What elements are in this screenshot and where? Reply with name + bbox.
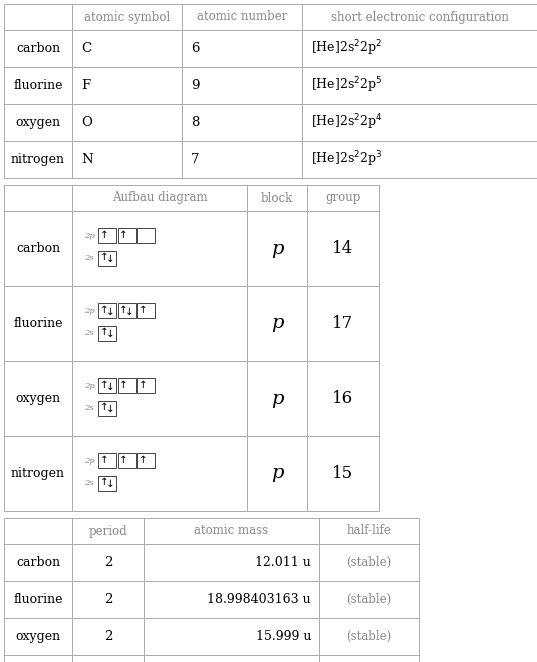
Bar xyxy=(98,303,116,318)
Text: ↑: ↑ xyxy=(100,327,108,337)
Text: 15.999 u: 15.999 u xyxy=(256,630,311,643)
Text: 2s: 2s xyxy=(84,404,93,412)
Text: p: p xyxy=(271,389,283,408)
Text: 15: 15 xyxy=(332,465,353,482)
Bar xyxy=(98,453,116,468)
Text: oxygen: oxygen xyxy=(16,116,61,129)
Text: (stable): (stable) xyxy=(346,630,391,643)
Text: C: C xyxy=(81,42,91,55)
Text: p: p xyxy=(271,314,283,332)
Bar xyxy=(98,378,116,393)
Text: ↑: ↑ xyxy=(100,402,108,412)
Text: carbon: carbon xyxy=(16,242,60,255)
Text: 2p: 2p xyxy=(84,232,95,240)
Text: [He]2s$^{2}$2p$^{5}$: [He]2s$^{2}$2p$^{5}$ xyxy=(311,75,382,95)
Text: ↑: ↑ xyxy=(100,477,108,487)
Bar xyxy=(4,518,419,662)
Bar xyxy=(98,476,116,491)
Text: O: O xyxy=(81,116,92,129)
Text: nitrogen: nitrogen xyxy=(11,153,65,166)
Text: 2: 2 xyxy=(104,630,112,643)
Text: 2s: 2s xyxy=(84,254,93,262)
Text: ↓: ↓ xyxy=(106,329,114,339)
Text: p: p xyxy=(271,240,283,258)
Text: ↓: ↓ xyxy=(106,479,114,489)
Text: ↑: ↑ xyxy=(100,230,108,240)
Bar xyxy=(4,185,379,511)
Bar xyxy=(98,401,116,416)
Text: atomic number: atomic number xyxy=(197,11,287,23)
Bar xyxy=(137,228,155,243)
Text: Aufbau diagram: Aufbau diagram xyxy=(112,191,207,205)
Text: [He]2s$^{2}$2p$^{4}$: [He]2s$^{2}$2p$^{4}$ xyxy=(311,113,382,132)
Text: p: p xyxy=(271,465,283,483)
Text: ↑: ↑ xyxy=(119,455,128,465)
Text: 12.011 u: 12.011 u xyxy=(255,556,311,569)
Text: 14: 14 xyxy=(332,240,354,257)
Text: 7: 7 xyxy=(191,153,200,166)
Bar xyxy=(118,228,135,243)
Bar xyxy=(137,453,155,468)
Text: [He]2s$^{2}$2p$^{2}$: [He]2s$^{2}$2p$^{2}$ xyxy=(311,38,382,58)
Text: ↓: ↓ xyxy=(106,382,114,392)
Text: ↓: ↓ xyxy=(106,254,114,264)
Bar xyxy=(98,251,116,265)
Text: (stable): (stable) xyxy=(346,593,391,606)
Text: ↑: ↑ xyxy=(119,305,128,314)
Text: atomic symbol: atomic symbol xyxy=(84,11,170,23)
Text: ↑: ↑ xyxy=(100,380,108,390)
Text: 2: 2 xyxy=(104,593,112,606)
Text: ↑: ↑ xyxy=(100,455,108,465)
Text: 18.998403163 u: 18.998403163 u xyxy=(207,593,311,606)
Bar xyxy=(118,303,135,318)
Bar xyxy=(118,378,135,393)
Bar xyxy=(98,228,116,243)
Bar xyxy=(118,453,135,468)
Bar xyxy=(137,303,155,318)
Text: carbon: carbon xyxy=(16,556,60,569)
Bar xyxy=(4,4,537,178)
Text: ↑: ↑ xyxy=(139,380,147,390)
Text: 9: 9 xyxy=(191,79,200,92)
Text: N: N xyxy=(81,153,92,166)
Text: group: group xyxy=(325,191,361,205)
Text: 8: 8 xyxy=(191,116,199,129)
Text: ↑: ↑ xyxy=(100,252,108,262)
Text: ↑: ↑ xyxy=(139,455,147,465)
Text: oxygen: oxygen xyxy=(16,392,61,405)
Text: block: block xyxy=(261,191,293,205)
Bar xyxy=(98,326,116,341)
Text: 6: 6 xyxy=(191,42,200,55)
Text: carbon: carbon xyxy=(16,42,60,55)
Text: 2p: 2p xyxy=(84,382,95,390)
Text: ↓: ↓ xyxy=(106,404,114,414)
Text: half-life: half-life xyxy=(346,524,391,538)
Text: period: period xyxy=(89,524,127,538)
Text: ↑: ↑ xyxy=(119,230,128,240)
Text: ↓: ↓ xyxy=(106,307,114,316)
Text: atomic mass: atomic mass xyxy=(194,524,268,538)
Text: 2: 2 xyxy=(104,556,112,569)
Text: 16: 16 xyxy=(332,390,353,407)
Text: oxygen: oxygen xyxy=(16,630,61,643)
Text: ↑: ↑ xyxy=(139,305,147,314)
Text: ↓: ↓ xyxy=(125,307,134,316)
Text: ↑: ↑ xyxy=(100,305,108,314)
Bar xyxy=(137,378,155,393)
Text: ↑: ↑ xyxy=(119,380,128,390)
Text: fluorine: fluorine xyxy=(13,317,63,330)
Text: [He]2s$^{2}$2p$^{3}$: [He]2s$^{2}$2p$^{3}$ xyxy=(311,150,382,169)
Text: F: F xyxy=(81,79,90,92)
Text: fluorine: fluorine xyxy=(13,593,63,606)
Text: short electronic configuration: short electronic configuration xyxy=(331,11,509,23)
Text: 2p: 2p xyxy=(84,307,95,314)
Text: (stable): (stable) xyxy=(346,556,391,569)
Text: 2p: 2p xyxy=(84,457,95,465)
Text: fluorine: fluorine xyxy=(13,79,63,92)
Text: 2s: 2s xyxy=(84,329,93,337)
Text: nitrogen: nitrogen xyxy=(11,467,65,480)
Text: 17: 17 xyxy=(332,315,354,332)
Text: 2s: 2s xyxy=(84,479,93,487)
